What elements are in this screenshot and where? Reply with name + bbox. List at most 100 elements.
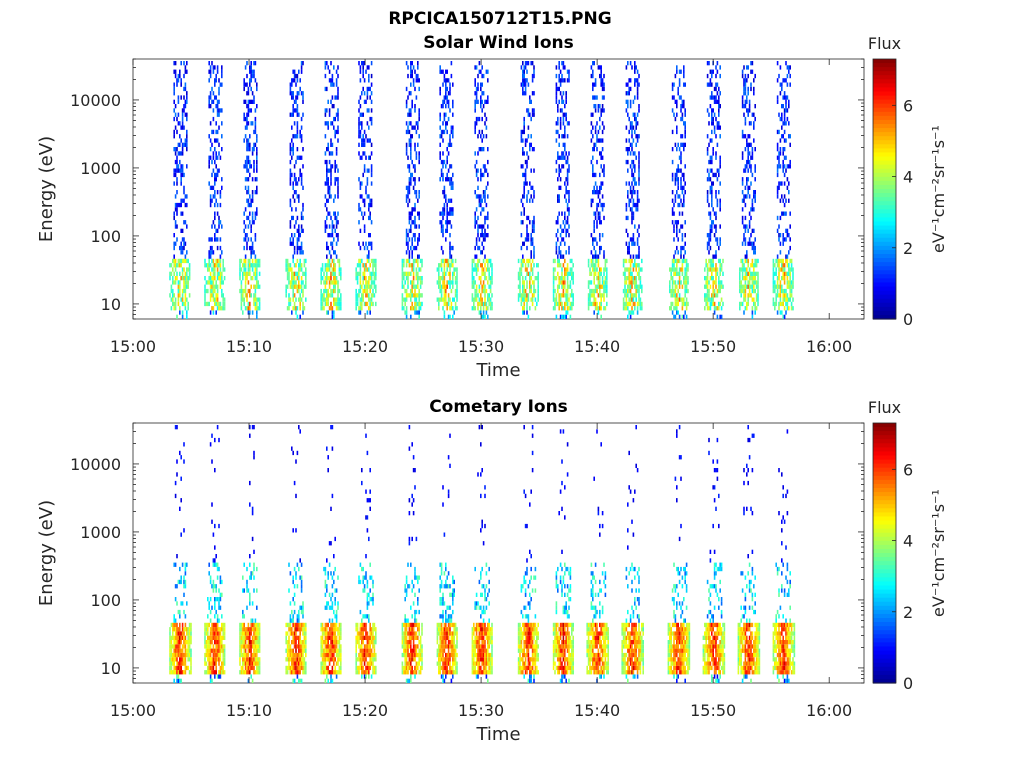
flux-cell [179, 168, 181, 173]
flux-cell [683, 314, 685, 319]
flux-cell [299, 258, 301, 264]
flux-cell [337, 108, 339, 113]
flux-cell [439, 151, 441, 156]
flux-cell [169, 670, 171, 675]
flux-cell [634, 263, 636, 268]
flux-cell [533, 263, 535, 268]
flux-cell [366, 108, 369, 113]
flux-cell [631, 258, 633, 264]
flux-cell [174, 104, 177, 109]
flux-cell [183, 627, 185, 632]
flux-cell [216, 228, 219, 233]
flux-cell [219, 301, 222, 307]
flux-cell [254, 267, 257, 272]
flux-cell [481, 147, 483, 152]
flux-cell [333, 250, 335, 255]
flux-cell [298, 177, 300, 182]
flux-cell [442, 104, 444, 109]
flux-cell [568, 224, 570, 229]
flux-cell [173, 263, 175, 268]
flux-cell [293, 121, 296, 126]
flux-cell [212, 250, 215, 255]
flux-cell [288, 267, 290, 272]
flux-cell [170, 640, 173, 645]
flux-cell [592, 293, 594, 298]
flux-cell [524, 263, 527, 268]
flux-cell [211, 86, 213, 92]
flux-cell [534, 297, 537, 302]
flux-cell [330, 280, 332, 285]
flux-cell [566, 202, 569, 208]
flux-cell [782, 78, 784, 83]
flux-cell [359, 306, 362, 311]
flux-cell [401, 271, 404, 276]
flux-cell [176, 271, 178, 276]
flux-cell [480, 198, 482, 203]
flux-cell [173, 99, 175, 104]
flux-cell [788, 181, 790, 186]
flux-cell [209, 648, 212, 653]
flux-cell [750, 168, 752, 173]
flux-cell [411, 172, 413, 178]
flux-cell [634, 177, 636, 182]
flux-cell [593, 61, 595, 66]
flux-cell [474, 104, 476, 109]
flux-cell [786, 185, 789, 190]
flux-cell [218, 151, 220, 156]
flux-cell [481, 172, 483, 178]
flux-cell [474, 91, 476, 96]
flux-cell [751, 297, 754, 302]
flux-cell [454, 267, 457, 272]
flux-cell [474, 82, 476, 87]
flux-cell [216, 108, 219, 113]
flux-cell [243, 258, 245, 264]
flux-cell [776, 168, 779, 173]
flux-cell [370, 61, 373, 66]
flux-cell [246, 112, 248, 117]
flux-cell [568, 306, 570, 311]
flux-cell [302, 112, 304, 117]
flux-cell [522, 82, 524, 87]
flux-cell [442, 297, 444, 302]
flux-cell [741, 198, 744, 203]
flux-cell [748, 237, 751, 242]
flux-cell [740, 301, 742, 307]
flux-cell [594, 267, 597, 272]
flux-cell [218, 99, 220, 104]
flux-cell [627, 159, 629, 165]
flux-cell [634, 306, 636, 311]
flux-cell [782, 263, 784, 268]
flux-cell [639, 306, 642, 311]
flux-cell [362, 280, 364, 285]
flux-cell [520, 271, 523, 276]
flux-cell [355, 288, 357, 294]
flux-cell [709, 237, 712, 242]
flux-cell [369, 271, 371, 276]
flux-cell [363, 288, 366, 294]
flux-cell [176, 665, 178, 671]
flux-cell [600, 73, 602, 79]
flux-cell [478, 258, 481, 264]
flux-cell [713, 293, 716, 298]
flux-cell [484, 297, 486, 302]
flux-cell [335, 241, 338, 246]
flux-cell [256, 134, 258, 139]
flux-cell [522, 202, 524, 208]
flux-cell [177, 678, 180, 683]
flux-cell [627, 284, 629, 289]
flux-cell [414, 86, 416, 92]
flux-cell [785, 155, 787, 160]
flux-cell [180, 665, 182, 671]
flux-cell [778, 129, 780, 135]
flux-cell [601, 104, 604, 109]
flux-cell [782, 314, 784, 319]
flux-cell [746, 142, 748, 147]
flux-cell [440, 293, 443, 298]
flux-cell [257, 263, 259, 268]
flux-cell [249, 82, 251, 87]
flux-cell [552, 271, 555, 276]
flux-cell [335, 276, 338, 281]
flux-cell [173, 86, 175, 92]
flux-cell [410, 181, 412, 186]
flux-cell [414, 245, 416, 251]
